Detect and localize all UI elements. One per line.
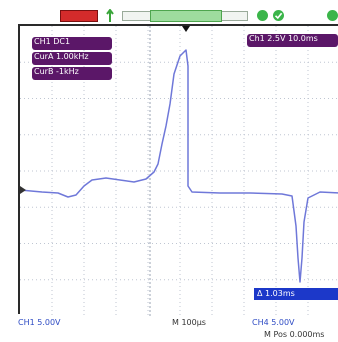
circle-status-icon	[257, 10, 268, 21]
timebase-label[interactable]: M 100μs	[172, 318, 206, 327]
ch4-scale-label[interactable]: CH4 5.00V	[252, 318, 295, 327]
trigger-position-marker	[182, 26, 190, 32]
top-right-readout: Ch1 2.5V 10.0ms	[247, 34, 338, 47]
cursor-readout[interactable]: Δ 1.03ms	[254, 288, 338, 300]
waveform-plot-area	[18, 24, 338, 316]
channel-trace	[19, 49, 338, 283]
trigger-icon	[106, 9, 114, 22]
waveform-canvas	[19, 26, 338, 316]
time-offset-label[interactable]: M Pos 0.000ms	[264, 330, 325, 339]
ground-level-marker	[20, 186, 26, 194]
edge-status-icon	[327, 10, 338, 21]
run-stop-indicator[interactable]	[60, 10, 98, 22]
ch1-scale-label[interactable]: CH1 5.00V	[18, 318, 61, 327]
ch-info-box-1: CH1 DC1	[32, 37, 112, 50]
ch-info-box-2: CurA 1.00kHz	[32, 52, 112, 65]
ch-info-box-3: CurB -1kHz	[32, 67, 112, 80]
memory-view-window[interactable]	[150, 10, 222, 22]
check-status-icon	[273, 10, 284, 21]
status-bar	[0, 0, 338, 24]
